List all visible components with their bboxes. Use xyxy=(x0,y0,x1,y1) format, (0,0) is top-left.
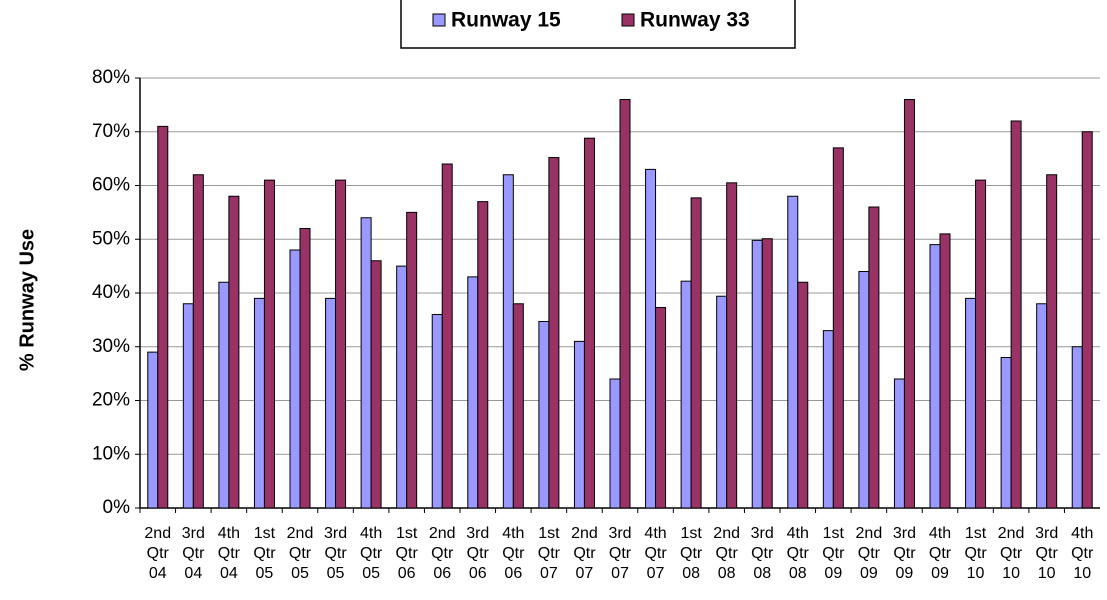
bar xyxy=(975,179,987,509)
x-tick-label: 4th Qtr 05 xyxy=(359,525,383,582)
bar xyxy=(929,244,941,509)
x-tick-label: 4th Qtr 08 xyxy=(786,525,809,582)
bar xyxy=(360,217,372,509)
bar xyxy=(325,297,337,509)
y-tick-label: 10% xyxy=(92,443,130,464)
bar xyxy=(502,174,514,509)
bar xyxy=(655,307,667,509)
x-tick-label: 1st Qtr 08 xyxy=(680,525,703,582)
bar xyxy=(939,233,951,509)
y-tick-label: 20% xyxy=(92,390,130,411)
bar xyxy=(1046,174,1058,509)
bar xyxy=(182,303,194,509)
x-tick-label: 2nd Qtr 07 xyxy=(571,525,598,582)
bar xyxy=(253,297,265,509)
bar xyxy=(822,330,834,509)
legend-label: Runway 33 xyxy=(640,9,750,32)
bar xyxy=(609,378,621,509)
bar xyxy=(573,340,585,509)
legend-swatch xyxy=(432,13,446,27)
x-tick-label: 3rd Qtr 09 xyxy=(892,525,916,582)
bar xyxy=(406,211,418,509)
bar xyxy=(680,280,692,509)
bar xyxy=(548,157,560,509)
x-tick-label: 3rd Qtr 06 xyxy=(466,525,490,582)
y-tick-label: 60% xyxy=(92,175,130,196)
x-tick-label: 2nd Qtr 09 xyxy=(855,525,883,582)
bar xyxy=(645,168,657,509)
bar xyxy=(1000,357,1012,509)
x-tick-label: 4th Qtr 04 xyxy=(217,525,240,582)
bar xyxy=(431,314,443,509)
y-tick-label: 30% xyxy=(92,336,130,357)
x-tick-label: 3rd Qtr 04 xyxy=(181,525,205,582)
x-tick-label: 2nd Qtr 04 xyxy=(144,525,172,582)
x-tick-label: 4th Qtr 07 xyxy=(644,525,667,582)
bar xyxy=(289,249,301,509)
bar xyxy=(1036,303,1048,509)
bar xyxy=(299,228,311,509)
legend-swatch xyxy=(621,13,635,27)
x-tick-label: 2nd Qtr 05 xyxy=(286,525,314,582)
bar xyxy=(583,137,595,509)
bar xyxy=(538,320,550,509)
x-tick-label: 1st Qtr 06 xyxy=(395,525,418,582)
bar xyxy=(619,99,631,509)
bar xyxy=(335,179,347,509)
bar xyxy=(477,201,489,509)
x-tick-label: 1st Qtr 09 xyxy=(822,525,845,582)
bar xyxy=(868,206,880,509)
bar xyxy=(1010,120,1022,509)
bar xyxy=(797,281,809,509)
bar xyxy=(1081,131,1093,509)
x-tick-label: 4th Qtr 10 xyxy=(1071,525,1094,582)
bar xyxy=(396,265,408,509)
bar xyxy=(787,195,799,509)
bar xyxy=(467,276,479,509)
bar xyxy=(893,378,905,509)
legend-box xyxy=(400,0,796,49)
bar xyxy=(903,99,915,509)
bar xyxy=(965,297,977,509)
bar xyxy=(218,281,230,509)
legend-label: Runway 15 xyxy=(451,9,561,32)
x-tick-label: 2nd Qtr 06 xyxy=(428,525,456,582)
y-tick-label: 50% xyxy=(92,228,130,249)
y-tick-label: 40% xyxy=(92,282,130,303)
bar xyxy=(1071,346,1083,509)
y-tick-label: 80% xyxy=(92,67,130,88)
x-tick-label: 1st Qtr 05 xyxy=(253,525,276,582)
bar xyxy=(157,125,169,509)
bar xyxy=(441,163,453,509)
x-tick-label: 3rd Qtr 08 xyxy=(750,525,774,582)
bar xyxy=(832,147,844,509)
x-tick-label: 3rd Qtr 07 xyxy=(608,525,632,582)
x-tick-label: 3rd Qtr 05 xyxy=(323,525,348,582)
bar xyxy=(263,179,275,509)
bar xyxy=(192,174,204,509)
x-tick-label: 4th Qtr 09 xyxy=(928,525,952,582)
x-tick-label: 2nd Qtr 08 xyxy=(713,525,740,582)
bar xyxy=(858,271,870,509)
bar xyxy=(751,239,763,509)
bar xyxy=(726,182,738,509)
bar xyxy=(512,303,524,509)
bar xyxy=(228,195,240,509)
bar xyxy=(370,260,382,509)
x-tick-label: 1st Qtr 10 xyxy=(964,525,987,582)
bar xyxy=(147,351,159,509)
y-axis-label: % Runway Use xyxy=(16,229,38,371)
bar xyxy=(690,197,702,509)
y-tick-label: 70% xyxy=(92,121,130,142)
x-tick-label: 1st Qtr 07 xyxy=(537,525,560,582)
x-tick-label: 3rd Qtr 10 xyxy=(1035,525,1059,582)
x-tick-label: 4th Qtr 06 xyxy=(502,525,525,582)
y-tick-label: 0% xyxy=(103,497,131,518)
bar xyxy=(716,295,728,509)
bar xyxy=(761,238,773,509)
x-tick-label: 2nd Qtr 10 xyxy=(997,525,1025,582)
